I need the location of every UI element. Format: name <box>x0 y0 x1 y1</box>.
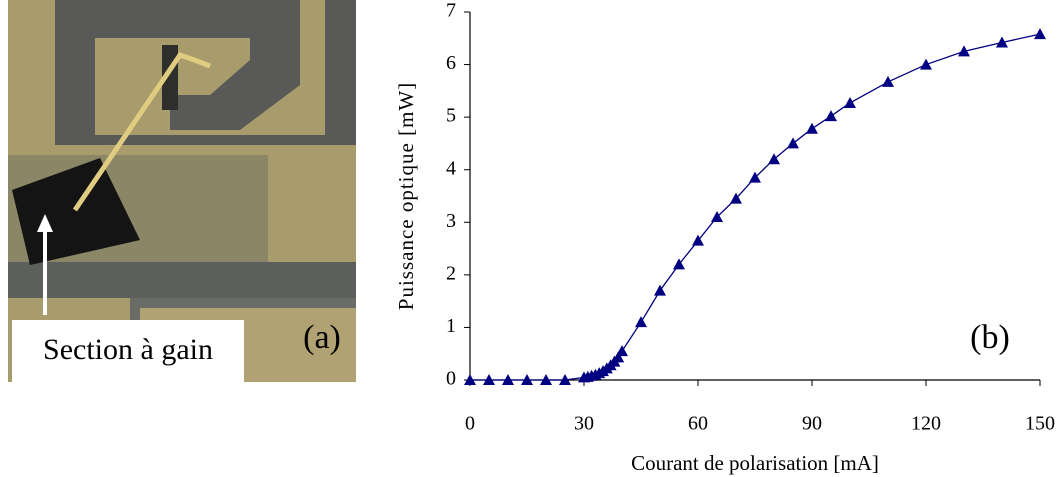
y-tick-label: 3 <box>446 210 456 232</box>
marker <box>559 374 571 385</box>
x-tick-label: 0 <box>465 413 475 435</box>
data-line <box>470 33 1041 381</box>
marker <box>844 96 856 108</box>
marker <box>825 110 837 122</box>
marker <box>692 234 704 246</box>
marker <box>616 345 628 357</box>
x-tick-label: 150 <box>1025 413 1055 435</box>
marker <box>958 45 970 57</box>
marker <box>768 153 780 165</box>
panel-tag: (b) <box>970 319 1010 356</box>
x-axis-label: Courant de polarisation [mA] <box>631 451 879 475</box>
y-tick-label: 2 <box>446 262 456 284</box>
photo: Section à gain (a) <box>8 0 356 382</box>
marker <box>730 192 742 204</box>
marker <box>654 284 666 296</box>
marker <box>612 351 625 363</box>
marker <box>749 171 761 183</box>
marker <box>540 374 552 385</box>
y-tick-label: 1 <box>446 315 456 337</box>
marker <box>673 258 685 270</box>
marker <box>711 211 723 223</box>
y-tick-label: 7 <box>446 0 456 22</box>
y-axis-label: Puissance optique [mW] <box>394 82 418 310</box>
x-tick-label: 60 <box>688 413 708 435</box>
photo-label: Section à gain <box>43 333 213 366</box>
marker <box>464 374 476 385</box>
marker <box>502 374 514 385</box>
y-tick-label: 0 <box>446 368 456 390</box>
marker <box>521 374 533 385</box>
x-tick-label: 30 <box>574 413 594 435</box>
y-tick-label: 4 <box>446 157 456 179</box>
panel-tag: (a) <box>303 319 341 356</box>
marker <box>920 58 932 70</box>
marker <box>787 137 799 149</box>
y-tick-label: 6 <box>446 52 456 74</box>
marker <box>483 374 495 385</box>
x-tick-label: 90 <box>802 413 822 435</box>
x-tick-label: 120 <box>911 413 941 435</box>
marker <box>882 75 894 87</box>
marker <box>635 316 647 328</box>
y-tick-label: 5 <box>446 105 456 127</box>
marker <box>996 36 1008 48</box>
marker <box>1034 28 1046 40</box>
marker <box>806 122 818 134</box>
